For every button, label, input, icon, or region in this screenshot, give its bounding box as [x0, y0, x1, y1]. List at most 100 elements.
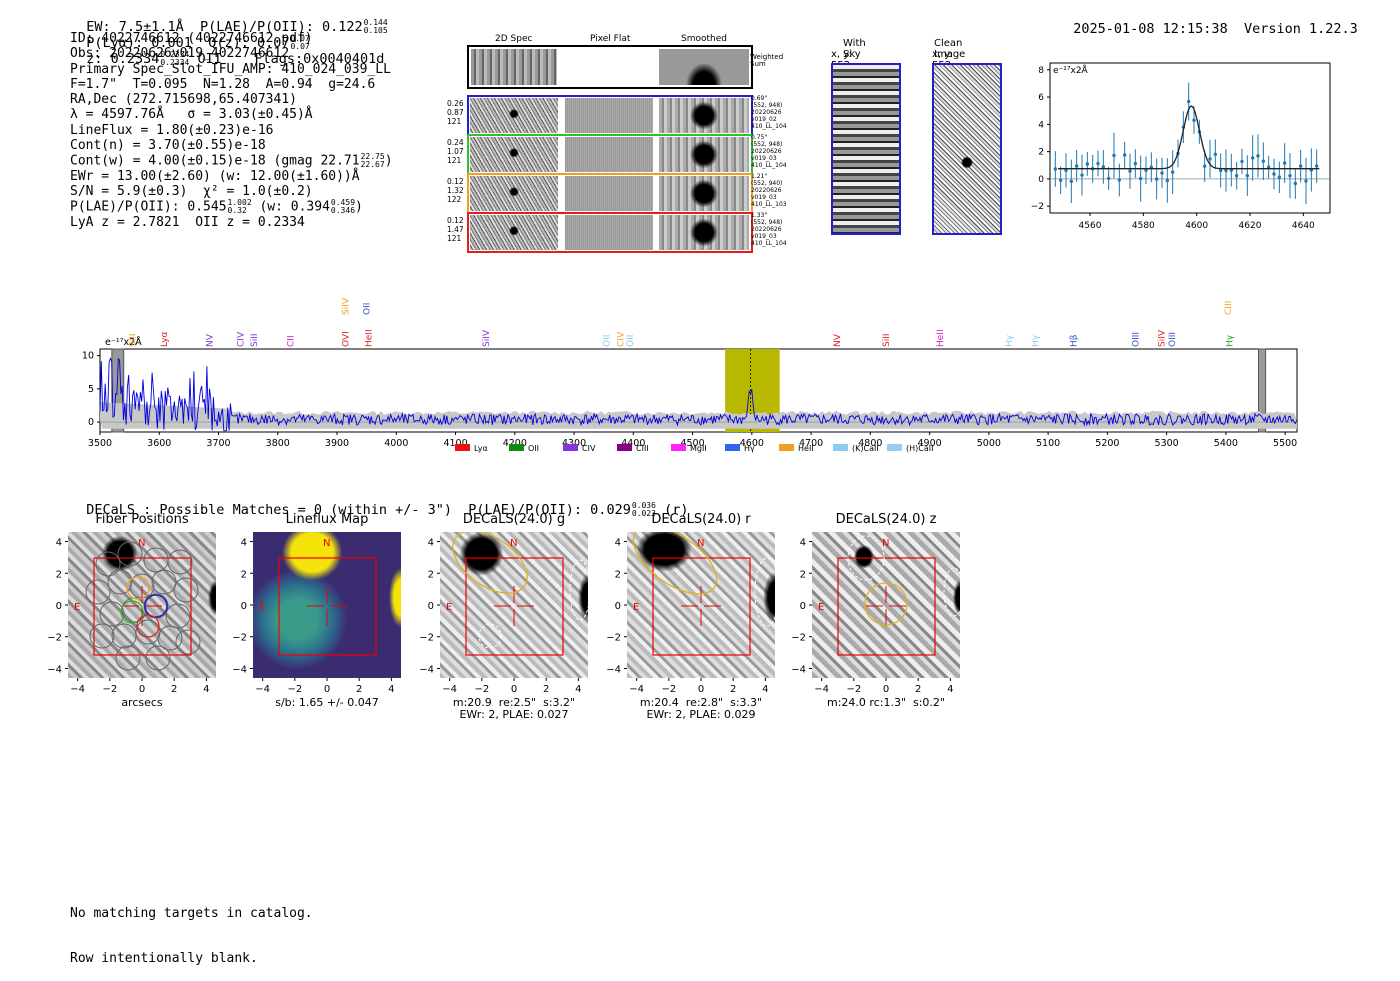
info-ewr: EWr = 13.00(±2.60) (w: 12.00(±1.60))Å: [70, 168, 360, 184]
decals-xtick-label: 2: [915, 684, 921, 695]
cutout-2d-tile: [470, 98, 558, 133]
spectrum-line-marker: CIV: [236, 331, 246, 347]
spectrum-line-label: Hγ: [1225, 334, 1235, 347]
decals-ytick-label: −4: [232, 664, 247, 675]
spectrum-xtick-label: 4100: [443, 438, 467, 449]
spectrum-line-label: SiIV: [342, 297, 352, 315]
info-radec: RA,Dec (272.715698,65.407341): [70, 92, 297, 108]
info-block: ID: 4022746612 (4022746612.pdf) Obs: 202…: [70, 31, 455, 230]
weighted-sum-row[interactable]: [467, 45, 753, 89]
decals-xtick-label: 2: [730, 684, 736, 695]
decals-panels: Fiber Positions N E −4 4 −2 2 0 0 2 −2 4 −4 arcsecs Li…: [0, 510, 1000, 730]
decals-east-label: E: [446, 602, 452, 613]
spectrum-xtick-label: 3700: [206, 438, 230, 449]
decals-ytick-label: 0: [800, 601, 806, 612]
decals-panel-title: DECaLS(24.0) g: [462, 512, 566, 527]
zoom-xtick-label: 4640: [1292, 221, 1315, 231]
decals-ytick-label: −2: [419, 633, 434, 644]
fiber-circle: [95, 551, 121, 577]
legend-label: MgII: [690, 444, 707, 453]
cutout-row-right-info: 0.69" (552, 948) 20220626 v019_02 410_LL…: [751, 95, 787, 130]
zoom-point: [1144, 168, 1148, 173]
weighted-2d-tile: [471, 49, 557, 85]
zoom-xtick-label: 4600: [1185, 221, 1208, 231]
zoom-ytick-label: 6: [1038, 93, 1044, 103]
spectrum-line-marker: OIII: [1168, 332, 1178, 347]
fiber-circle: [157, 625, 183, 651]
zoom-point: [1186, 99, 1191, 104]
decals-east-label: E: [818, 602, 824, 613]
zoom-xtick-label: 4620: [1239, 221, 1262, 231]
decals-search-box: [465, 557, 564, 656]
cutout-2d-tile: [470, 176, 558, 211]
decals-xtick-label: −4: [70, 684, 85, 695]
decals-north-label: N: [138, 538, 145, 549]
decals-panel-title: DECaLS(24.0) r: [651, 512, 751, 527]
info-lambda: λ = 4597.76Å σ = 3.03(±0.45)Å: [70, 107, 313, 123]
info-primary: Primary Spec_Slot_IFU_AMP: 410_024_039_L…: [70, 61, 391, 77]
cutout-row-right-info: 1.33" (552, 948) 20220626 v019_03 410_LL…: [751, 212, 787, 247]
zoom-fit-line: [1058, 105, 1320, 170]
fiber-circle-highlight: [144, 594, 168, 618]
zoom-point: [1261, 159, 1266, 163]
source-ellipse: [864, 582, 908, 626]
zoom-point: [1106, 176, 1111, 181]
cutout-row[interactable]: [467, 134, 753, 175]
col-header-2dspec: 2D Spec: [495, 34, 533, 44]
decals-panel-title: DECaLS(24.0) z: [835, 512, 937, 527]
fiber-circle: [167, 549, 193, 575]
fiber-circle-highlight: [136, 614, 160, 638]
source-ellipse: [943, 567, 960, 617]
spectrum-mask-band: [111, 348, 125, 433]
sky-image[interactable]: [831, 63, 901, 235]
decals-xtick-label: −4: [442, 684, 457, 695]
fiber-circle-highlight: [126, 576, 150, 600]
cutout-row[interactable]: [467, 212, 753, 253]
decals-search-box: [837, 557, 936, 656]
spectrum-line-label: SiIV: [1158, 329, 1168, 347]
zoom-point: [1122, 153, 1127, 157]
spectrum-line-marker: OIII: [1132, 332, 1142, 347]
decals-search-box: [652, 557, 751, 656]
spectrum-xtick-label: 5400: [1214, 438, 1238, 449]
cutout-row-left-stats: 0.12 1.47 121: [447, 216, 464, 243]
footer-line1: No matching targets in catalog.: [70, 906, 313, 921]
zoom-point: [1069, 179, 1074, 184]
decals-ytick-label: −2: [791, 633, 806, 644]
legend-swatch: [779, 444, 794, 451]
decals-xtick-label: 0: [698, 684, 704, 695]
decals-xtick-label: 0: [324, 684, 330, 695]
spectrum-xtick-label: 4700: [799, 438, 823, 449]
zoom-point: [1272, 172, 1276, 176]
legend-label: HeII: [798, 444, 814, 453]
spectrum-mask-band: [1257, 348, 1267, 433]
zoom-point: [1314, 164, 1319, 168]
decals-xtick-label: 2: [356, 684, 362, 695]
spectrum-xtick-label: 5200: [1095, 438, 1119, 449]
zoom-ytick-label: 0: [1038, 175, 1044, 185]
fiber-circle: [145, 645, 171, 671]
cutout-row[interactable]: [467, 95, 753, 136]
cutout-row[interactable]: [467, 173, 753, 214]
zoom-point: [1224, 168, 1228, 173]
decals-xtick-label: −4: [629, 684, 644, 695]
spectrum-line-label: OII: [362, 303, 372, 315]
legend-label: CIV: [582, 444, 596, 453]
zoom-xtick-label: 4560: [1079, 221, 1102, 231]
spectrum-line-label: CIII: [1224, 301, 1234, 315]
spectrum-xtick-label: 4500: [680, 438, 704, 449]
cutout-2d-tile: [470, 137, 558, 172]
spectrum-line-marker: HeII: [936, 329, 946, 347]
spectrum-xtick-label: 3500: [88, 438, 112, 449]
zoom-point: [1293, 181, 1298, 186]
zoom-point: [1053, 167, 1058, 171]
decals-headline: DECaLS : Possible Matches = 0 (within +/…: [86, 501, 689, 519]
decals-ytick-label: 4: [615, 538, 621, 549]
decals-ytick-label: 2: [56, 569, 62, 580]
clean-image[interactable]: [932, 63, 1002, 235]
